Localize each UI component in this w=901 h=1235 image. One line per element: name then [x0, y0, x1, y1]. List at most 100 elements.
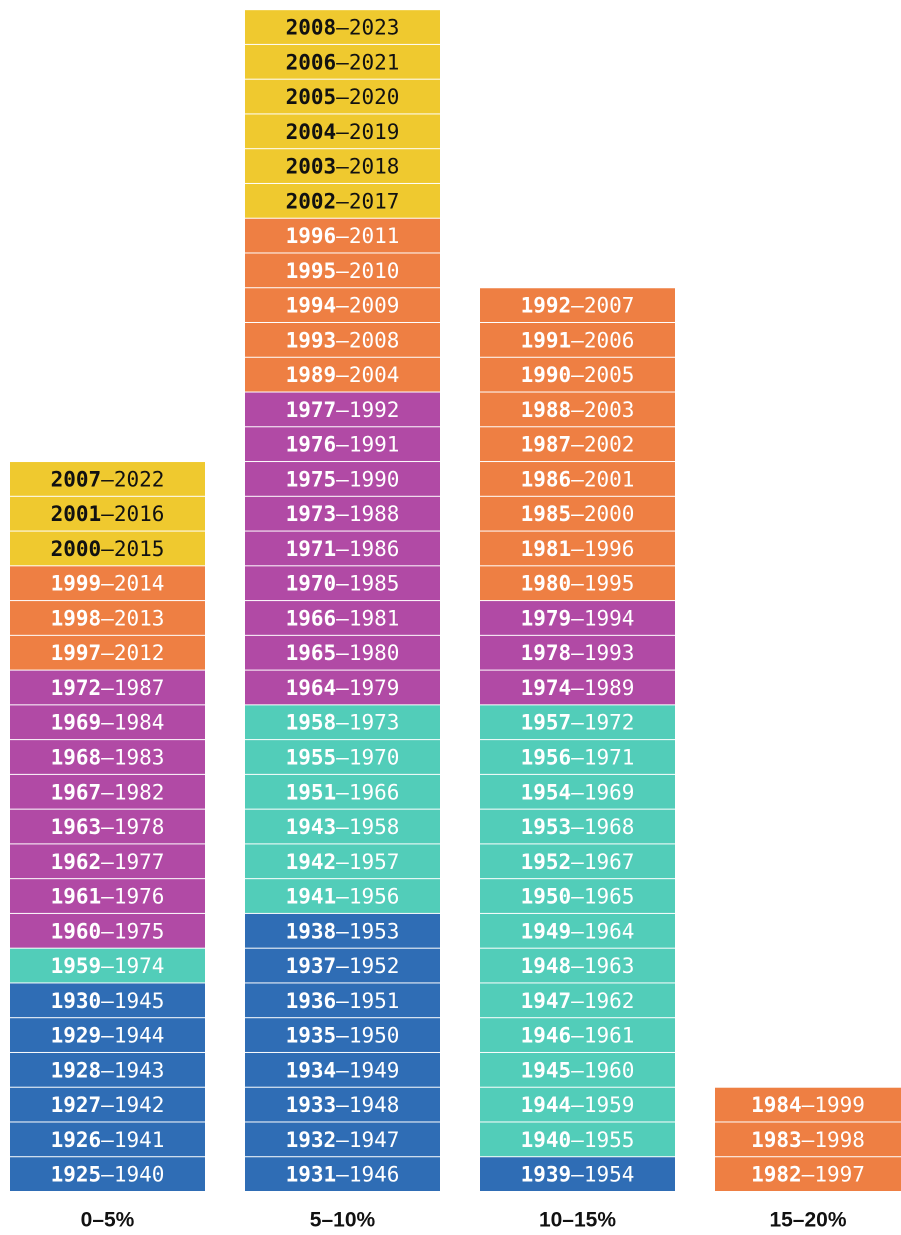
start-year: 1958 — [286, 711, 337, 735]
start-year: 1991 — [521, 328, 572, 352]
start-year: 1925 — [51, 1163, 102, 1187]
end-year: 1945 — [114, 989, 165, 1013]
end-year: 1954 — [584, 1163, 635, 1187]
column-label: 10–15% — [539, 1209, 616, 1232]
cell-label: 1995–2010 — [286, 259, 400, 283]
end-year: 1983 — [114, 746, 165, 770]
cell — [10, 913, 205, 948]
end-year: 1963 — [584, 954, 635, 978]
cell — [245, 44, 440, 79]
cell-label: 2008–2023 — [286, 16, 400, 40]
cell-label: 1948–1963 — [521, 954, 635, 978]
cell — [245, 844, 440, 879]
separator: – — [571, 989, 584, 1013]
cell-label: 1965–1980 — [286, 641, 400, 665]
separator: – — [336, 259, 349, 283]
end-year: 1965 — [584, 885, 635, 909]
cell — [245, 705, 440, 740]
end-year: 1958 — [349, 815, 400, 839]
cell — [245, 357, 440, 392]
cell-label: 1947–1962 — [521, 989, 635, 1013]
start-year: 1942 — [286, 850, 337, 874]
end-year: 2017 — [349, 189, 400, 213]
end-year: 2019 — [349, 120, 400, 144]
cell-label: 1993–2008 — [286, 328, 400, 352]
start-year: 1970 — [286, 572, 337, 596]
cell — [245, 1018, 440, 1052]
cell — [245, 149, 440, 183]
separator: – — [571, 1093, 584, 1117]
separator: – — [571, 746, 584, 770]
cell — [480, 879, 675, 913]
end-year: 1964 — [584, 919, 635, 943]
separator: – — [336, 537, 349, 561]
cell — [10, 496, 205, 531]
start-year: 2003 — [286, 155, 337, 179]
cell-label: 1958–1973 — [286, 711, 400, 735]
cell — [10, 983, 205, 1018]
cell-label: 1960–1975 — [51, 919, 165, 943]
separator: – — [101, 502, 114, 526]
start-year: 1981 — [521, 537, 572, 561]
separator: – — [336, 155, 349, 179]
end-year: 2020 — [349, 85, 400, 109]
cell — [245, 79, 440, 114]
cell — [480, 635, 675, 670]
separator: – — [336, 989, 349, 1013]
start-year: 2007 — [51, 467, 102, 491]
cell-label: 1997–2012 — [51, 641, 165, 665]
cell — [245, 670, 440, 705]
separator: – — [571, 363, 584, 387]
end-year: 2018 — [349, 155, 400, 179]
separator: – — [101, 467, 114, 491]
cell — [245, 392, 440, 427]
cell — [480, 1122, 675, 1157]
cell — [245, 218, 440, 253]
cell — [10, 1157, 205, 1191]
cell-label: 1981–1996 — [521, 537, 635, 561]
end-year: 1944 — [114, 1024, 165, 1048]
cell-label: 1949–1964 — [521, 919, 635, 943]
cell-label: 1982–1997 — [751, 1163, 865, 1187]
cell — [480, 844, 675, 879]
cell — [245, 879, 440, 913]
cell-label: 1927–1942 — [51, 1093, 165, 1117]
cell-label: 1988–2003 — [521, 398, 635, 422]
cell — [245, 531, 440, 566]
end-year: 1994 — [584, 606, 635, 630]
end-year: 1976 — [114, 885, 165, 909]
end-year: 1974 — [114, 954, 165, 978]
cell-label: 1974–1989 — [521, 676, 635, 700]
cell-label: 1977–1992 — [286, 398, 400, 422]
separator: – — [101, 572, 114, 596]
cell-label: 1932–1947 — [286, 1128, 400, 1152]
start-year: 1971 — [286, 537, 337, 561]
start-year: 1952 — [521, 850, 572, 874]
end-year: 2023 — [349, 16, 400, 40]
cell — [480, 948, 675, 983]
cell — [10, 1122, 205, 1157]
cell — [245, 913, 440, 948]
separator: – — [571, 294, 584, 318]
cell — [245, 566, 440, 601]
end-year: 1962 — [584, 989, 635, 1013]
separator: – — [336, 572, 349, 596]
end-year: 1971 — [584, 746, 635, 770]
cell-label: 1930–1945 — [51, 989, 165, 1013]
start-year: 2000 — [51, 537, 102, 561]
cell — [480, 323, 675, 357]
cell — [10, 740, 205, 774]
end-year: 2016 — [114, 502, 165, 526]
cell — [480, 670, 675, 705]
start-year: 1987 — [521, 433, 572, 457]
separator: – — [336, 363, 349, 387]
cell — [480, 809, 675, 844]
cell-label: 1940–1955 — [521, 1128, 635, 1152]
end-year: 1990 — [349, 467, 400, 491]
separator: – — [336, 711, 349, 735]
end-year: 1996 — [584, 537, 635, 561]
separator: – — [571, 919, 584, 943]
separator: – — [336, 294, 349, 318]
start-year: 1954 — [521, 780, 572, 804]
cell — [245, 774, 440, 809]
